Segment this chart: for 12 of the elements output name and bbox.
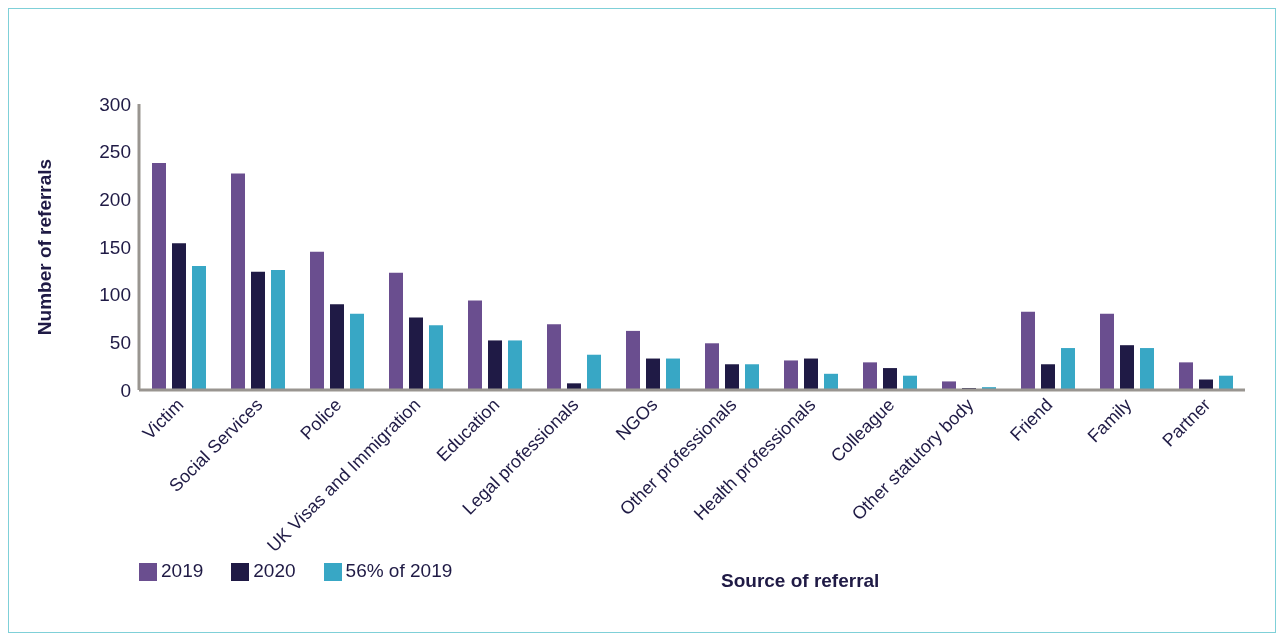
- x-axis-title: Source of referral: [721, 570, 880, 592]
- y-tick-label: 300: [99, 93, 131, 115]
- y-tick-label: 150: [99, 236, 131, 258]
- y-tick-label: 100: [99, 284, 131, 306]
- y-axis-title: Number of referrals: [33, 158, 55, 336]
- legend-label: 56% of 2019: [345, 560, 453, 581]
- y-tick-label: 250: [99, 141, 131, 163]
- legend-label: 2019: [161, 560, 204, 581]
- y-tick-label: 200: [99, 189, 131, 211]
- y-tick-label: 0: [120, 379, 131, 401]
- y-tick-label: 50: [109, 332, 131, 354]
- legend-label: 2020: [253, 560, 296, 581]
